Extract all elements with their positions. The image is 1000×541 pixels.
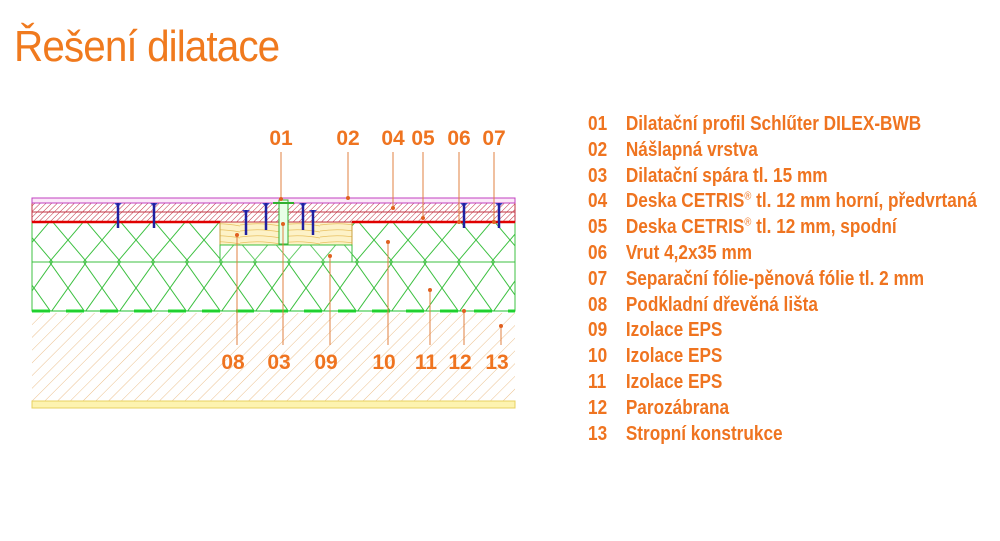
legend-text: Deska CETRIS: [625, 190, 745, 213]
legend-text: Stropní konstrukce: [625, 422, 783, 445]
leader-dot: [492, 220, 496, 224]
leader-dot: [346, 196, 350, 200]
legend-number: 12: [588, 396, 608, 419]
leader-dot: [457, 220, 461, 224]
legend-item: 01 Dilatační profil Schlűter DILEX-BWB: [588, 113, 977, 139]
legend-item: 10 Izolace EPS: [588, 345, 977, 371]
legend-item: 09 Izolace EPS: [588, 319, 977, 345]
legend-number: 11: [588, 370, 607, 393]
legend-text: Izolace EPS: [625, 370, 723, 393]
legend-text: Izolace EPS: [625, 319, 723, 342]
screed-strip: [31, 400, 516, 409]
legend-item: 07 Separační fólie-pěnová fólie tl. 2 mm: [588, 268, 977, 294]
callout-10: 10: [372, 351, 395, 374]
callout-12: 12: [448, 351, 471, 374]
legend-text: Vrut 4,2x35 mm: [625, 241, 753, 264]
callout-06: 06: [447, 127, 470, 150]
leader-dot: [462, 309, 466, 313]
callout-02: 02: [336, 127, 359, 150]
screw-icon: [262, 203, 270, 230]
legend-text: Nášlapná vrstva: [625, 138, 758, 161]
legend-item: 11 Izolace EPS: [588, 371, 977, 397]
legend-item: 04 Deska CETRIS® tl. 12 mm horní, předvrt…: [588, 190, 977, 216]
concrete-layer: [32, 313, 515, 401]
legend-number: 02: [588, 138, 608, 161]
legend-text: Separační fólie-pěnová fólie tl. 2 mm: [625, 267, 925, 290]
screw-icon: [495, 203, 503, 228]
screw-icon: [460, 203, 468, 228]
eps-11: [31, 261, 516, 312]
legend-text: Parozábrana: [625, 396, 730, 419]
legend-number: 03: [588, 164, 608, 187]
leader-dot: [281, 222, 285, 226]
legend-number: 05: [588, 216, 608, 239]
leader-dot: [421, 216, 425, 220]
callout-04: 04: [381, 127, 405, 150]
legend-text: Dilatační profil Schlűter DILEX-BWB: [625, 113, 922, 135]
legend-text-rest: tl. 12 mm horní, předvrtaná: [751, 190, 977, 213]
legend-item: 02 Nášlapná vrstva: [588, 139, 977, 165]
registered-mark: ®: [744, 216, 752, 229]
eps-09-pattern: [220, 245, 352, 262]
legend-text-rest: tl. 12 mm, spodní: [751, 216, 897, 239]
callout-01: 01: [269, 127, 293, 150]
callout-07: 07: [482, 127, 505, 150]
legend-item: 05 Deska CETRIS® tl. 12 mm, spodní: [588, 216, 977, 242]
legend-text: Podkladní dřevěná lišta: [625, 293, 818, 316]
legend-item: 06 Vrut 4,2x35 mm: [588, 242, 977, 268]
callout-11: 11: [415, 351, 438, 374]
leader-dot: [391, 206, 395, 210]
leader-dot: [235, 233, 239, 237]
leader-dot: [428, 288, 432, 292]
callout-09: 09: [314, 351, 337, 374]
legend-text: Deska CETRIS: [625, 216, 745, 239]
legend-number: 07: [588, 267, 608, 290]
legend-text: Dilatační spára tl. 15 mm: [625, 164, 828, 187]
screws: [114, 203, 503, 235]
registered-mark: ®: [744, 190, 752, 203]
screw-icon: [150, 203, 158, 228]
legend-number: 06: [588, 241, 608, 264]
legend: 01 Dilatační profil Schlűter DILEX-BWB 02 N…: [588, 113, 1000, 448]
legend-item: 08 Podkladní dřevěná lišta: [588, 294, 977, 320]
callout-08: 08: [221, 351, 245, 374]
legend-number: 10: [588, 345, 608, 368]
legend-item: 03 Dilatační spára tl. 15 mm: [588, 165, 977, 191]
screw-icon: [242, 210, 250, 235]
callout-05: 05: [411, 127, 435, 150]
callout-13: 13: [485, 351, 508, 374]
legend-number: 13: [588, 422, 608, 445]
screw-icon: [114, 203, 122, 228]
legend-number: 01: [588, 113, 608, 135]
page-title: Řešení dilatace: [14, 22, 280, 71]
leader-dot: [328, 254, 332, 258]
callout-03: 03: [267, 351, 290, 374]
leader-dot: [386, 240, 390, 244]
leaders: [235, 152, 503, 345]
legend-item: 13 Stropní konstrukce: [588, 423, 977, 449]
legend-number: 08: [588, 293, 608, 316]
leader-dot: [499, 324, 503, 328]
legend-number: 09: [588, 319, 608, 342]
screw-icon: [309, 210, 317, 235]
legend-text: Izolace EPS: [625, 345, 723, 368]
legend-number: 04: [588, 190, 608, 213]
callout-labels: 01 02 04 05 06 07 08 03 09 10 11 12 13: [221, 127, 508, 374]
legend-item: 12 Parozábrana: [588, 397, 977, 423]
screw-icon: [299, 203, 307, 230]
leader-dot: [279, 197, 283, 201]
